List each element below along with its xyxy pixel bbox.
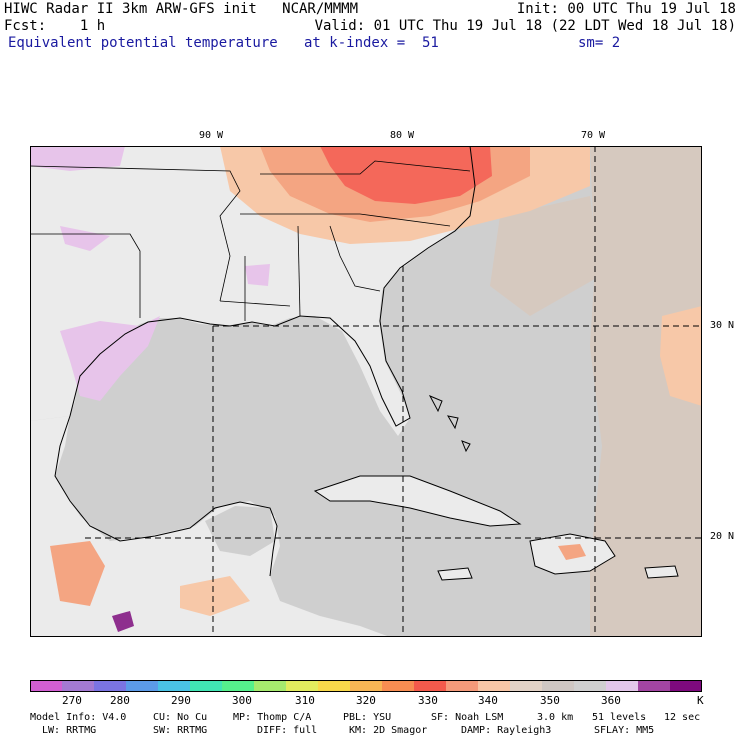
- footer-mp: MP: Thomp C/A: [233, 712, 312, 723]
- map-frame: [30, 146, 702, 637]
- midatlantic-red: [320, 146, 492, 204]
- colorbar-swatch: [158, 680, 191, 692]
- colorbar-label-270: 270: [62, 694, 82, 707]
- init-time: Init: 00 UTC Thu 19 Jul 18: [516, 1, 736, 17]
- colorbar-frame: [30, 680, 702, 692]
- colorbar-swatch: [254, 680, 287, 692]
- colorbar-swatch: [286, 680, 319, 692]
- lon-label-70w: 70 W: [581, 130, 606, 141]
- footer-cu: CU: No Cu: [153, 712, 208, 723]
- colorbar-label-280: 280: [110, 694, 130, 707]
- colorbar: [30, 680, 702, 692]
- colorbar-swatch: [478, 680, 511, 692]
- colorbar-swatch: [350, 680, 383, 692]
- cuba: [315, 476, 520, 526]
- coastlines: [54, 146, 679, 581]
- field-name: Equivalent potential temperature: [8, 35, 278, 51]
- valid-time: Valid: 01 UTC Thu 19 Jul 18 (22 LDT Wed …: [314, 18, 736, 34]
- colorbar-label-350: 350: [540, 694, 560, 707]
- footer-timestep: 12 sec: [664, 712, 701, 723]
- colorbar-label-330: 330: [418, 694, 438, 707]
- footer-lw: LW: RRTMG: [42, 725, 97, 736]
- atlantic-tan-patch: [490, 196, 600, 316]
- colorbar-swatch: [606, 680, 639, 692]
- colorbar-swatch: [414, 680, 447, 692]
- footer-sf: SF: Noah LSM: [431, 712, 504, 723]
- footer-km: KM: 2D Smagor: [349, 725, 428, 736]
- jamaica: [438, 568, 472, 580]
- yucatan: [205, 506, 275, 556]
- colorbar-swatch: [222, 680, 255, 692]
- colorbar-swatch: [318, 680, 351, 692]
- theta-e-map: [30, 146, 702, 637]
- state-borders: [30, 160, 471, 321]
- colorbar-swatch: [30, 680, 63, 692]
- colorbar-swatch: [670, 680, 702, 692]
- colorbar-unit: K: [697, 694, 704, 707]
- plains-lilac: [60, 226, 110, 251]
- colorbar-swatch: [126, 680, 159, 692]
- footer-resolution: 3.0 km: [537, 712, 574, 723]
- gulf-of-mexico-peach: [180, 576, 250, 616]
- lat-label-30n: 30 N: [710, 320, 735, 331]
- colorbar-label-310: 310: [295, 694, 315, 707]
- hispaniola-warm: [558, 544, 586, 560]
- footer-pbl: PBL: YSU: [343, 712, 392, 723]
- colorbar-swatch: [446, 680, 479, 692]
- lon-label-80w: 80 W: [390, 130, 415, 141]
- colorbar-swatch: [638, 680, 671, 692]
- colorbar-swatch: [190, 680, 223, 692]
- colorbar-swatch: [94, 680, 127, 692]
- atlantic-peach-patch: [660, 306, 702, 406]
- smoothing-label: sm= 2: [578, 35, 621, 51]
- colorbar-label-360: 360: [601, 694, 621, 707]
- mississippi-lilac: [245, 264, 270, 286]
- lat-lon-grid: [85, 146, 702, 637]
- colorbar-swatch: [382, 680, 415, 692]
- colorbar-label-300: 300: [232, 694, 252, 707]
- lat-label-20n: 20 N: [710, 531, 735, 542]
- footer-levels: 51 levels: [592, 712, 647, 723]
- puerto-rico: [645, 566, 678, 578]
- northwest-lilac: [30, 146, 125, 171]
- model-title: HIWC Radar II 3km ARW-GFS init NCAR/MMMM: [4, 1, 359, 17]
- map-panel: [30, 146, 702, 637]
- colorbar-label-290: 290: [171, 694, 191, 707]
- forecast-hour: Fcst: 1 h: [4, 18, 106, 34]
- colorbar-swatch: [62, 680, 95, 692]
- k-index-label: at k-index = 51: [304, 35, 439, 51]
- lon-label-90w: 90 W: [199, 130, 224, 141]
- colorbar-swatch: [574, 680, 607, 692]
- footer-diff: DIFF: full: [257, 725, 318, 736]
- colorbar-label-320: 320: [356, 694, 376, 707]
- texas-lilac: [60, 316, 160, 401]
- colorbar-swatch: [542, 680, 575, 692]
- footer-model-info: Model Info: V4.0: [30, 712, 127, 723]
- colorbar-label-340: 340: [478, 694, 498, 707]
- footer-sw: SW: RRTMG: [153, 725, 208, 736]
- guatemala-purple: [112, 611, 134, 632]
- colorbar-swatch: [510, 680, 543, 692]
- footer-damp: DAMP: Rayleigh3: [461, 725, 552, 736]
- atlantic-tan-region: [590, 146, 702, 637]
- footer-sflay: SFLAY: MM5: [594, 725, 655, 736]
- central-america-warm: [50, 541, 105, 606]
